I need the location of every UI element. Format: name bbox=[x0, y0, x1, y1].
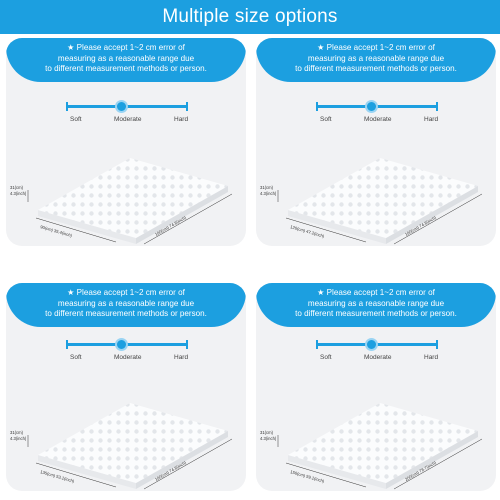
firmness-label-moderate: Moderate bbox=[364, 116, 392, 123]
firmness-scale: Soft Moderate Hard bbox=[66, 338, 188, 362]
page-title: Multiple size options bbox=[0, 0, 500, 34]
mattress-side-front bbox=[38, 455, 136, 489]
width-label: 135(cm) 53.1(inch) bbox=[40, 469, 76, 484]
firmness-tick-soft bbox=[66, 340, 68, 349]
measurement-notice: ★ Please accept 1~2 cm error of measurin… bbox=[6, 38, 246, 82]
mattress-top bbox=[38, 403, 228, 483]
width-label: 150(cm) 59.1(inch) bbox=[290, 469, 326, 484]
notice-line-1: ★ Please accept 1~2 cm error of bbox=[317, 288, 435, 297]
measurement-notice: ★ Please accept 1~2 cm error of measurin… bbox=[256, 283, 496, 327]
length-dimension-line bbox=[393, 438, 483, 490]
firmness-indicator bbox=[365, 338, 378, 351]
notice-line-1: ★ Please accept 1~2 cm error of bbox=[317, 43, 435, 52]
mattress-side-right bbox=[386, 431, 478, 489]
notice-line-3: to different measurement methods or pers… bbox=[295, 309, 457, 318]
firmness-tick-hard bbox=[436, 102, 438, 111]
size-option-panel-2: ★ Please accept 1~2 cm error of measurin… bbox=[256, 38, 496, 246]
notice-line-1: ★ Please accept 1~2 cm error of bbox=[67, 43, 185, 52]
firmness-label-soft: Soft bbox=[320, 354, 332, 361]
firmness-label-soft: Soft bbox=[70, 116, 82, 123]
mattress-illustration: 31(cm) 4.3(inch) 135(cm) 53.1(inch) 190(… bbox=[10, 403, 233, 490]
firmness-tick-hard bbox=[436, 340, 438, 349]
firmness-tick-soft bbox=[316, 102, 318, 111]
firmness-scale: Soft Moderate Hard bbox=[316, 338, 438, 362]
mattress-side-right bbox=[136, 431, 228, 489]
notice-line-2: measuring as a reasonable range due bbox=[57, 298, 195, 308]
firmness-scale: Soft Moderate Hard bbox=[66, 100, 188, 124]
notice-line-2: measuring as a reasonable range due bbox=[307, 53, 445, 63]
height-inch-label: 4.3(inch) bbox=[10, 436, 27, 441]
width-label: 90(cm) 35.4(inch) bbox=[40, 224, 74, 238]
firmness-label-soft: Soft bbox=[320, 116, 332, 123]
size-option-panel-4: ★ Please accept 1~2 cm error of measurin… bbox=[256, 283, 496, 491]
notice-line-1: ★ Please accept 1~2 cm error of bbox=[67, 288, 185, 297]
notice-line-3: to different measurement methods or pers… bbox=[295, 64, 457, 73]
firmness-indicator bbox=[115, 100, 128, 113]
width-dimension-line bbox=[35, 217, 117, 243]
height-inch-label: 4.3(inch) bbox=[260, 191, 277, 196]
height-inch-label: 4.3(inch) bbox=[10, 191, 27, 196]
firmness-label-moderate: Moderate bbox=[114, 116, 142, 123]
firmness-tick-soft bbox=[66, 102, 68, 111]
width-dimension-line bbox=[285, 462, 367, 488]
measurement-notice: ★ Please accept 1~2 cm error of measurin… bbox=[6, 283, 246, 327]
mattress-side-front bbox=[38, 210, 136, 244]
height-cm-label: 31(cm) bbox=[10, 185, 24, 190]
mattress-side-front bbox=[288, 210, 386, 244]
notice-line-3: to different measurement methods or pers… bbox=[45, 309, 207, 318]
firmness-label-hard: Hard bbox=[174, 354, 189, 361]
size-option-panel-3: ★ Please accept 1~2 cm error of measurin… bbox=[6, 283, 246, 491]
measurement-notice: ★ Please accept 1~2 cm error of measurin… bbox=[256, 38, 496, 82]
firmness-tick-soft bbox=[316, 340, 318, 349]
height-cm-label: 31(cm) bbox=[260, 185, 274, 190]
firmness-label-hard: Hard bbox=[174, 116, 189, 123]
height-cm-label: 31(cm) bbox=[10, 430, 24, 435]
mattress-side-right bbox=[136, 186, 228, 244]
notice-line-2: measuring as a reasonable range due bbox=[307, 298, 445, 308]
mattress-side-right bbox=[386, 186, 478, 244]
firmness-scale: Soft Moderate Hard bbox=[316, 100, 438, 124]
firmness-label-hard: Hard bbox=[424, 354, 439, 361]
mattress-illustration: 31(cm) 4.3(inch) 120(cm) 47.2(inch) 190(… bbox=[260, 158, 483, 245]
firmness-tick-hard bbox=[186, 340, 188, 349]
firmness-indicator bbox=[365, 100, 378, 113]
height-cm-label: 31(cm) bbox=[260, 430, 274, 435]
firmness-label-hard: Hard bbox=[424, 116, 439, 123]
mattress-illustration: 31(cm) 4.3(inch) 90(cm) 35.4(inch) 190(c… bbox=[10, 158, 233, 245]
firmness-indicator bbox=[115, 338, 128, 351]
width-dimension-line bbox=[285, 217, 367, 243]
mattress-top bbox=[288, 158, 478, 238]
length-dimension-line bbox=[143, 438, 233, 490]
height-inch-label: 4.3(inch) bbox=[260, 436, 277, 441]
firmness-tick-hard bbox=[186, 102, 188, 111]
size-option-panel-1: ★ Please accept 1~2 cm error of measurin… bbox=[6, 38, 246, 246]
notice-line-3: to different measurement methods or pers… bbox=[45, 64, 207, 73]
mattress-illustration: 31(cm) 4.3(inch) 150(cm) 59.1(inch) 200(… bbox=[260, 403, 483, 490]
firmness-label-moderate: Moderate bbox=[364, 354, 392, 361]
length-dimension-line bbox=[143, 193, 233, 245]
mattress-top bbox=[38, 158, 228, 238]
width-dimension-line bbox=[35, 462, 117, 488]
firmness-label-moderate: Moderate bbox=[114, 354, 142, 361]
length-dimension-line bbox=[393, 193, 483, 245]
notice-line-2: measuring as a reasonable range due bbox=[57, 53, 195, 63]
firmness-label-soft: Soft bbox=[70, 354, 82, 361]
mattress-top bbox=[288, 403, 478, 483]
mattress-side-front bbox=[288, 455, 386, 489]
width-label: 120(cm) 47.2(inch) bbox=[290, 224, 326, 239]
